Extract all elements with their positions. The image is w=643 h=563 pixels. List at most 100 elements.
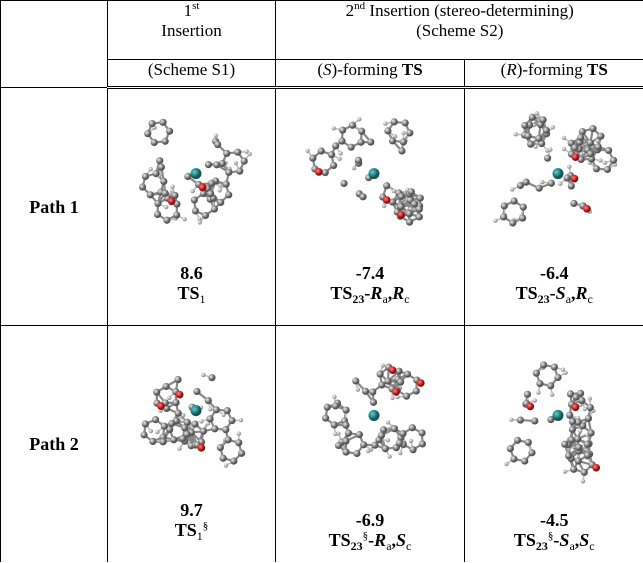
hydrogen-atom bbox=[332, 126, 336, 130]
hydrogen-atom bbox=[213, 134, 217, 138]
page: html, body { margin: 0; padding: 0; back… bbox=[0, 0, 643, 563]
carbon-atom bbox=[359, 193, 366, 200]
text-part: S bbox=[579, 530, 589, 550]
carbon-atom bbox=[565, 452, 572, 459]
b-element: S bbox=[579, 530, 589, 550]
text-part: TS bbox=[514, 530, 536, 550]
carbon-atom bbox=[332, 142, 339, 149]
carbon-atom bbox=[382, 445, 389, 452]
text-part: 8.6 bbox=[108, 263, 275, 283]
hydrogen-atom bbox=[233, 161, 237, 165]
carbon-atom bbox=[174, 376, 181, 383]
oxygen-atom bbox=[593, 464, 601, 472]
carbon-atom bbox=[377, 370, 384, 377]
carbon-atom bbox=[523, 179, 530, 186]
hydrogen-atom bbox=[356, 387, 360, 391]
text-part: 1 bbox=[200, 292, 206, 306]
oxygen-atom bbox=[315, 168, 323, 176]
hydrogen-atom bbox=[510, 187, 514, 191]
hydrogen-atom bbox=[537, 390, 541, 394]
hydrogen-atom bbox=[550, 392, 554, 396]
carbon-atom bbox=[543, 127, 550, 134]
carbon-atom bbox=[406, 210, 413, 217]
result-cell: 9.7 TS1§ bbox=[108, 326, 276, 563]
hydrogen-atom bbox=[387, 454, 391, 458]
hydrogen-atom bbox=[398, 451, 402, 455]
carbon-atom bbox=[170, 436, 177, 443]
carbon-atom bbox=[144, 130, 151, 137]
text-part: 23 bbox=[351, 539, 363, 553]
text-part: st bbox=[192, 0, 199, 12]
carbon-atom bbox=[211, 425, 218, 432]
carbon-atom bbox=[181, 424, 188, 431]
text-part: 1 bbox=[184, 1, 193, 20]
b-element: 23 bbox=[351, 530, 363, 550]
hydrogen-atom bbox=[562, 147, 566, 151]
hydrogen-atom bbox=[238, 418, 242, 422]
hydrogen-atom bbox=[567, 165, 571, 169]
carbon-atom bbox=[525, 132, 532, 139]
text-part: TS bbox=[516, 283, 538, 303]
row-label: Path 2 bbox=[1, 326, 108, 563]
path-row: Path 1 8.6 TS1 -7.4 TS23-Ra,Rc -6.4 TS23… bbox=[1, 88, 643, 326]
carbon-atom bbox=[212, 406, 219, 413]
carbon-atom bbox=[524, 391, 531, 398]
carbon-atom bbox=[191, 207, 198, 214]
carbon-atom bbox=[324, 404, 331, 411]
carbon-atom bbox=[561, 441, 568, 448]
carbon-atom bbox=[183, 431, 190, 438]
carbon-atom bbox=[159, 119, 166, 126]
hydrogen-atom bbox=[383, 121, 387, 125]
carbon-atom bbox=[335, 442, 342, 449]
carbon-atom bbox=[370, 399, 377, 406]
carbon-atom bbox=[204, 397, 211, 404]
carbon-atom bbox=[610, 157, 617, 164]
hydrogen-atom bbox=[333, 432, 337, 436]
div-element: TS1 bbox=[108, 283, 275, 303]
molecule-structure bbox=[112, 330, 272, 498]
carbon-atom bbox=[222, 181, 229, 188]
carbon-atom bbox=[395, 368, 402, 375]
carbon-atom bbox=[156, 157, 163, 164]
carbon-atom bbox=[540, 116, 547, 123]
carbon-atom bbox=[353, 450, 360, 457]
carbon-atom bbox=[574, 435, 581, 442]
hydrogen-atom bbox=[561, 368, 565, 372]
carbon-atom bbox=[141, 420, 148, 427]
carbon-atom bbox=[225, 169, 232, 176]
palladium-atom bbox=[369, 410, 380, 421]
carbon-atom bbox=[348, 144, 355, 151]
hydrogen-atom bbox=[540, 180, 544, 184]
palladium-atom bbox=[369, 168, 380, 179]
carbon-atom bbox=[168, 420, 175, 427]
carbon-atom bbox=[384, 378, 391, 385]
text-part: c bbox=[589, 539, 594, 553]
molecule-structure bbox=[469, 93, 639, 261]
hydrogen-atom bbox=[208, 407, 212, 411]
hydrogen-atom bbox=[337, 157, 341, 161]
carbon-atom bbox=[525, 439, 532, 446]
carbon-atom bbox=[230, 458, 237, 465]
text-part: TS bbox=[175, 520, 197, 540]
header-cell: 2nd Insertion (stereo-determining)(Schem… bbox=[276, 1, 643, 60]
oxygen-atom bbox=[197, 444, 205, 452]
text-part: 23 bbox=[352, 292, 364, 306]
carbon-atom bbox=[389, 137, 396, 144]
carbon-atom bbox=[150, 139, 157, 146]
carbon-atom bbox=[360, 441, 367, 448]
carbon-atom bbox=[138, 183, 145, 190]
carbon-atom bbox=[587, 150, 594, 157]
carbon-atom bbox=[397, 203, 404, 210]
text-part: R bbox=[576, 283, 588, 303]
carbon-atom bbox=[571, 200, 578, 207]
carbon-atom bbox=[509, 219, 516, 226]
carbon-atom bbox=[584, 441, 591, 448]
header-row: 1stInsertion 2nd Insertion (stereo-deter… bbox=[1, 1, 643, 60]
carbon-atom bbox=[533, 370, 540, 377]
oxygen-atom bbox=[397, 211, 405, 219]
hydrogen-atom bbox=[494, 219, 498, 223]
hydrogen-atom bbox=[148, 429, 152, 433]
carbon-atom bbox=[409, 446, 416, 453]
text-part: TS bbox=[587, 60, 608, 79]
carbon-atom bbox=[161, 190, 168, 197]
